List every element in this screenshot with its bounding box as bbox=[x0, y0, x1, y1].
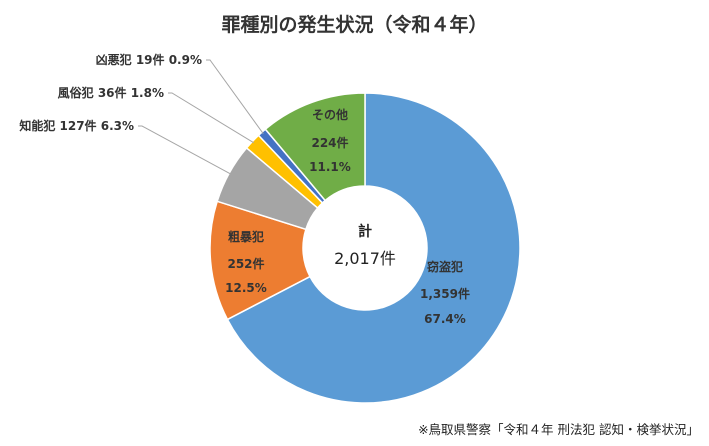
slice-5-outside-label: 凶悪犯 19件 0.9% bbox=[96, 52, 202, 67]
slice-1-name-label: 窃盗犯 bbox=[427, 259, 463, 274]
slice-1-count-label: 1,359件 bbox=[420, 286, 470, 301]
slice-6-percent-label: 11.1% bbox=[309, 160, 351, 174]
total-label: 計 bbox=[358, 223, 372, 240]
slice-2-count-label: 252件 bbox=[227, 256, 264, 271]
slice-6-count-label: 224件 bbox=[311, 135, 348, 150]
total-value: 2,017件 bbox=[334, 249, 396, 268]
slice-2-percent-label: 12.5% bbox=[225, 281, 267, 295]
slice-1-wedge bbox=[226, 92, 521, 404]
slice-4-leader-line bbox=[168, 92, 255, 144]
slice-3-outside-label: 知能犯 127件 6.3% bbox=[18, 118, 134, 133]
slice-4-outside-label: 風俗犯 36件 1.8% bbox=[58, 85, 164, 100]
source-note: ※鳥取県警察「令和４年 刑法犯 認知・検挙状況」 bbox=[418, 422, 699, 437]
slice-1-percent-label: 67.4% bbox=[424, 312, 466, 326]
slice-6-wedge bbox=[264, 92, 366, 202]
slice-2-name-label: 粗暴犯 bbox=[228, 229, 264, 244]
slice-5-leader-line bbox=[206, 59, 264, 135]
slice-6-name-label: その他 bbox=[312, 107, 348, 122]
slice-3-leader-line bbox=[138, 125, 232, 175]
chart-title: 罪種別の発生状況（令和４年） bbox=[221, 14, 488, 36]
